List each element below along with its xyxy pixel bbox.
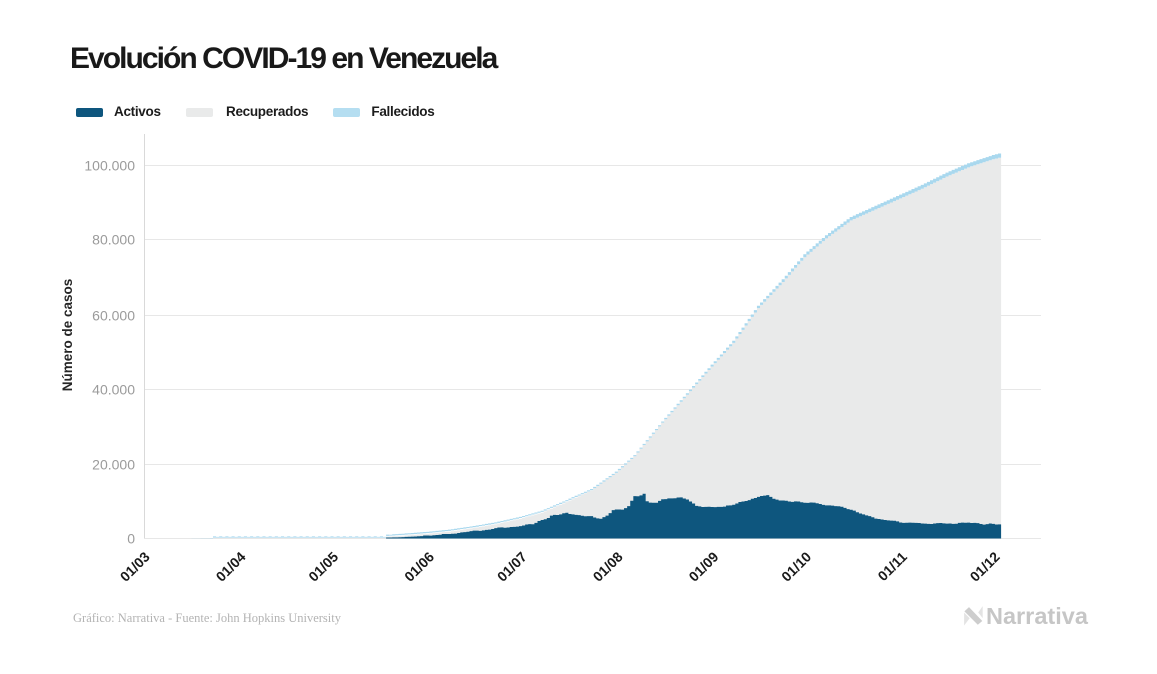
- svg-text:01/06: 01/06: [401, 548, 437, 584]
- svg-text:Número de casos: Número de casos: [60, 279, 75, 392]
- svg-text:01/12: 01/12: [967, 548, 1003, 584]
- svg-text:01/07: 01/07: [494, 548, 530, 584]
- svg-text:100.000: 100.000: [84, 158, 135, 174]
- svg-text:01/11: 01/11: [874, 548, 910, 584]
- svg-text:60.000: 60.000: [92, 308, 135, 324]
- svg-text:40.000: 40.000: [92, 382, 135, 398]
- svg-text:0: 0: [127, 531, 135, 547]
- svg-text:20.000: 20.000: [92, 457, 135, 473]
- svg-text:01/05: 01/05: [305, 548, 341, 584]
- svg-text:01/04: 01/04: [213, 548, 249, 584]
- svg-text:01/08: 01/08: [590, 548, 626, 584]
- svg-text:01/09: 01/09: [685, 548, 721, 584]
- svg-text:80.000: 80.000: [92, 232, 135, 248]
- svg-text:01/03: 01/03: [117, 548, 153, 584]
- svg-text:01/10: 01/10: [778, 548, 814, 584]
